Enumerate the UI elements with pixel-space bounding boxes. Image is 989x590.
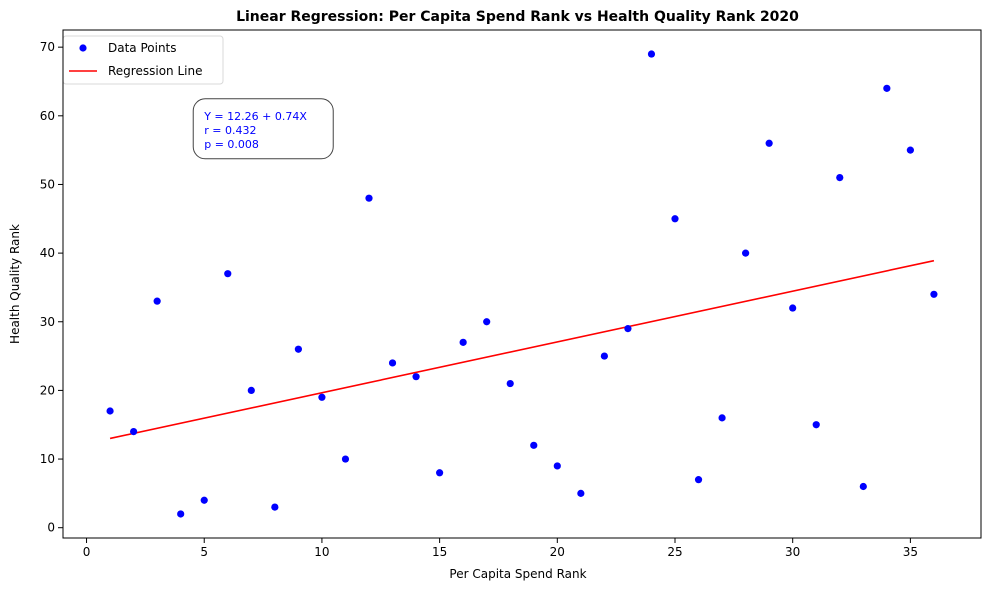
data-point	[341, 455, 350, 463]
legend: Data Points Regression Line	[62, 35, 224, 85]
data-point	[812, 421, 820, 429]
y-tick-label: 30	[40, 315, 55, 329]
data-point	[200, 496, 208, 504]
data-point	[153, 297, 161, 305]
data-point	[836, 173, 844, 182]
data-point	[647, 50, 656, 58]
y-tick-label: 70	[40, 40, 55, 54]
legend-data-points-marker	[79, 44, 87, 52]
data-point	[294, 345, 302, 353]
data-point	[883, 84, 891, 92]
data-point	[906, 146, 914, 154]
x-tick-label: 30	[785, 545, 800, 559]
regression-line	[109, 259, 935, 440]
data-point	[247, 386, 255, 395]
x-tick-label: 5	[200, 545, 208, 559]
data-point	[224, 270, 232, 278]
x-tick-label: 35	[903, 545, 918, 559]
y-axis-label: Health Quality Rank	[8, 224, 22, 344]
data-point	[930, 290, 938, 298]
x-axis-label: Per Capita Spend Rank	[449, 567, 586, 581]
data-point	[694, 476, 703, 484]
x-tick-label: 10	[314, 545, 329, 559]
data-points	[106, 50, 938, 518]
data-point	[742, 249, 750, 257]
stats-equation: Y = 12.26 + 0.74X	[203, 110, 307, 123]
data-point	[530, 441, 538, 449]
data-point	[765, 139, 773, 147]
x-tick-label: 25	[667, 545, 682, 559]
data-point	[106, 407, 114, 415]
stats-box-frame	[192, 98, 334, 160]
data-point	[624, 325, 632, 333]
data-point	[577, 489, 585, 497]
data-point	[388, 359, 397, 367]
y-tick-label: 50	[40, 177, 55, 191]
chart-title: Linear Regression: Per Capita Spend Rank…	[236, 9, 799, 25]
regression-stats-box: Y = 12.26 + 0.74X r = 0.432 p = 0.008	[192, 98, 334, 160]
y-tick-label: 20	[40, 383, 55, 397]
data-point	[483, 318, 491, 326]
data-point	[718, 414, 726, 422]
data-point	[600, 352, 608, 360]
plot-frame	[62, 29, 982, 539]
legend-data-points-label: Data Points	[108, 41, 177, 55]
x-tick-label: 20	[550, 545, 565, 559]
data-point	[412, 373, 420, 381]
y-tick-label: 0	[47, 521, 55, 535]
legend-regression-line-label: Regression Line	[108, 64, 202, 78]
y-tick-label: 40	[40, 246, 55, 260]
y-tick-label: 60	[40, 109, 55, 123]
x-tick-label: 0	[83, 545, 91, 559]
x-axis-ticks: 0 5 10 15 20 25 30 35	[83, 538, 918, 559]
data-point	[130, 427, 138, 436]
stats-correlation: r = 0.432	[204, 124, 256, 137]
x-tick-label: 15	[432, 545, 447, 559]
data-point	[365, 194, 373, 202]
y-tick-label: 10	[40, 452, 55, 466]
y-axis-ticks: 0 10 20 30 40 50 60 70	[40, 40, 63, 535]
stats-p-value: p = 0.008	[204, 138, 259, 151]
data-point	[318, 393, 326, 401]
data-point	[177, 510, 185, 518]
data-point	[859, 482, 867, 491]
data-point	[506, 379, 514, 388]
data-point	[459, 338, 467, 346]
data-point	[271, 503, 279, 511]
data-point	[671, 215, 679, 223]
data-point	[553, 462, 561, 470]
data-point	[789, 304, 797, 312]
data-point	[436, 469, 444, 477]
